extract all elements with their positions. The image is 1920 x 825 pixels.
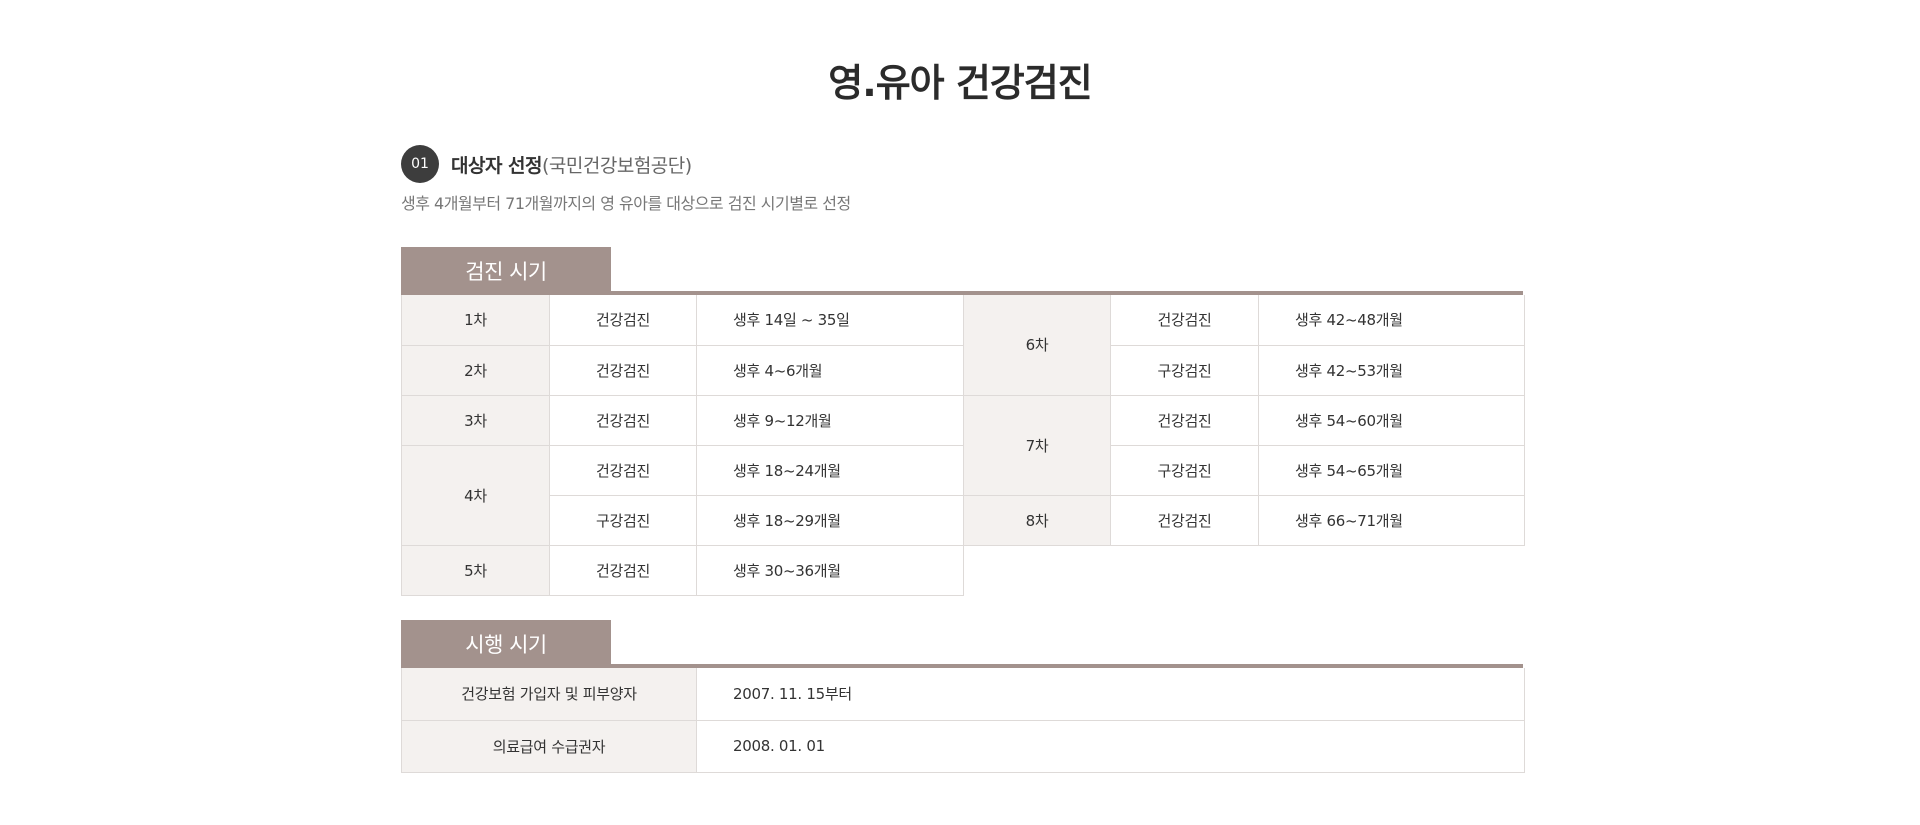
table-row: 1차 건강검진 생후 14일 ~ 35일	[401, 295, 964, 346]
execution-section-tab: 시행 시기	[401, 620, 611, 668]
round-cell: 3차	[401, 394, 550, 446]
table-row: 8차 건강검진 생후 66~71개월	[963, 494, 1525, 546]
exam-type-cell: 건강검진	[1110, 494, 1259, 546]
period-cell: 생후 4~6개월	[696, 344, 964, 396]
period-cell: 생후 54~65개월	[1258, 444, 1525, 496]
step-number-badge: 01	[401, 145, 439, 183]
period-cell: 생후 42~48개월	[1258, 295, 1525, 346]
period-cell: 생후 42~53개월	[1258, 344, 1525, 396]
step-header: 01 대상자 선정(국민건강보험공단)	[401, 145, 692, 183]
schedule-table-right: 6차 건강검진 생후 42~48개월 구강검진 생후 42~53개월 7차 건강…	[963, 295, 1525, 546]
table-row: 구강검진 생후 54~65개월	[964, 444, 1525, 496]
period-cell: 생후 54~60개월	[1258, 394, 1525, 446]
table-row: 7차 건강검진 생후 54~60개월	[963, 394, 1525, 496]
exam-type-cell: 건강검진	[1110, 394, 1259, 446]
target-cell: 건강보험 가입자 및 피부양자	[401, 668, 697, 721]
schedule-table-left: 1차 건강검진 생후 14일 ~ 35일 2차 건강검진 생후 4~6개월 3차…	[401, 295, 964, 596]
period-cell: 생후 66~71개월	[1258, 494, 1525, 546]
table-row: 구강검진 생후 42~53개월	[964, 344, 1525, 396]
target-cell: 의료급여 수급권자	[401, 719, 697, 773]
round-cell: 5차	[401, 544, 550, 596]
table-row: 건강보험 가입자 및 피부양자 2007. 11. 15부터	[401, 668, 1525, 721]
exam-type-cell: 구강검진	[549, 494, 697, 546]
round-cell: 1차	[401, 295, 550, 346]
exam-type-cell: 건강검진	[1110, 295, 1259, 346]
step-title-main: 대상자 선정	[451, 154, 543, 177]
table-row: 구강검진 생후 18~29개월	[402, 494, 964, 546]
table-row: 5차 건강검진 생후 30~36개월	[401, 544, 964, 596]
table-row: 의료급여 수급권자 2008. 01. 01	[401, 719, 1525, 773]
execution-table: 건강보험 가입자 및 피부양자 2007. 11. 15부터 의료급여 수급권자…	[401, 668, 1525, 773]
schedule-section-header: 검진 시기	[401, 247, 1523, 295]
round-cell: 8차	[963, 494, 1111, 546]
exam-type-cell: 건강검진	[549, 344, 697, 396]
period-cell: 생후 18~24개월	[696, 444, 964, 496]
table-row: 6차 건강검진 생후 42~48개월	[963, 295, 1525, 396]
period-cell: 생후 14일 ~ 35일	[696, 295, 964, 346]
period-cell: 생후 18~29개월	[696, 494, 964, 546]
start-date-cell: 2007. 11. 15부터	[696, 668, 1525, 721]
page-title: 영.유아 건강검진	[828, 61, 1092, 105]
round-cell: 4차	[401, 444, 550, 546]
period-cell: 생후 30~36개월	[696, 544, 964, 596]
round-cell: 2차	[401, 344, 550, 396]
step-description: 생후 4개월부터 71개월까지의 영 유아를 대상으로 검진 시기별로 선정	[401, 194, 851, 213]
exam-type-cell: 구강검진	[1110, 444, 1259, 496]
step-title-sub: (국민건강보험공단)	[542, 154, 692, 177]
table-row: 2차 건강검진 생후 4~6개월	[401, 344, 964, 396]
exam-type-cell: 건강검진	[549, 544, 697, 596]
execution-section-header: 시행 시기	[401, 620, 1523, 668]
round-cell: 7차	[963, 394, 1111, 496]
exam-type-cell: 구강검진	[1110, 344, 1259, 396]
step-title: 대상자 선정(국민건강보험공단)	[451, 151, 692, 178]
table-row: 3차 건강검진 생후 9~12개월	[401, 394, 964, 446]
start-date-cell: 2008. 01. 01	[696, 719, 1525, 773]
table-row: 4차 건강검진 생후 18~24개월	[401, 444, 964, 546]
period-cell: 생후 9~12개월	[696, 394, 964, 446]
schedule-section-tab: 검진 시기	[401, 247, 611, 295]
exam-type-cell: 건강검진	[549, 444, 697, 496]
round-cell: 6차	[963, 295, 1111, 396]
exam-type-cell: 건강검진	[549, 394, 697, 446]
exam-type-cell: 건강검진	[549, 295, 697, 346]
